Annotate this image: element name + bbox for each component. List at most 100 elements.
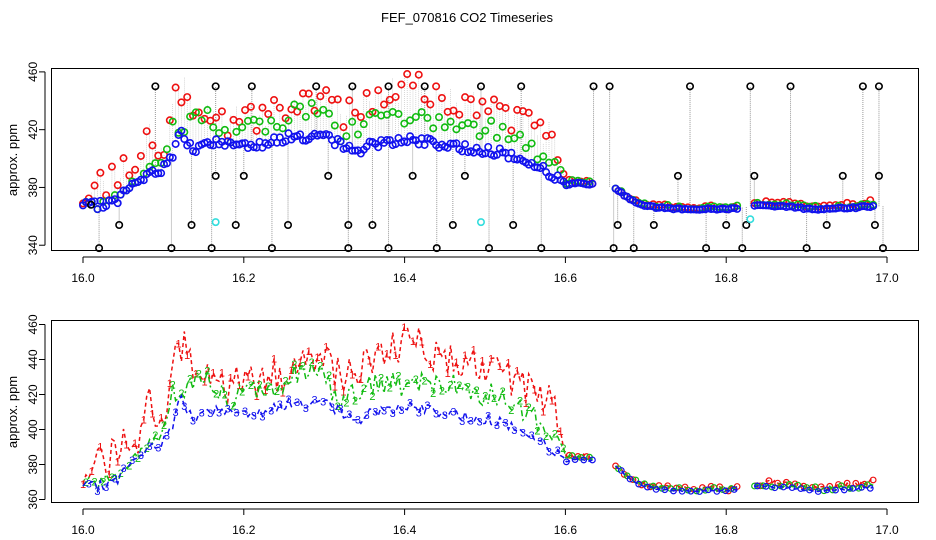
series-3-glyph: 3: [277, 399, 283, 411]
calibration-point: [870, 221, 879, 230]
calibration-point: [609, 244, 618, 253]
series-2-glyph: 2: [474, 385, 480, 397]
series-1-point: [246, 102, 255, 111]
series-3-marker: [788, 484, 796, 492]
series-3-marker: [687, 487, 695, 495]
series-1-point: [206, 116, 215, 125]
series-3-glyph: 3: [268, 405, 274, 417]
series-2-glyph: 2: [196, 369, 202, 381]
series-3-glyph: 3: [398, 405, 404, 417]
series-2-point: [168, 117, 177, 126]
series-3-point: [191, 148, 200, 157]
series-3-marker: [635, 480, 643, 488]
series-1-glyph: 1: [89, 466, 95, 478]
series-1-glyph: 1: [80, 479, 86, 491]
series-1-glyph: 1: [384, 349, 390, 361]
series-1-point: [397, 80, 406, 89]
series-1-point: [96, 168, 105, 177]
series-3-glyph: 3: [190, 416, 196, 428]
panel-top-y-axis-label: approx. ppm: [5, 124, 20, 196]
series-1-glyph: 1: [453, 357, 459, 369]
series-2-point: [278, 124, 287, 133]
series-1-glyph: 1: [106, 469, 112, 481]
series-2-glyph: 2: [482, 391, 488, 403]
series-3-glyph: 3: [173, 407, 179, 419]
series-3-glyph: 3: [450, 407, 456, 419]
series-2-glyph: 2: [300, 361, 306, 373]
series-3-glyph: 3: [364, 410, 370, 422]
series-3-glyph: 3: [355, 415, 361, 427]
series-2-glyph: 2: [491, 393, 497, 405]
series-1-point: [455, 110, 464, 119]
series-3-glyph: 3: [164, 430, 170, 442]
series-3-point: [336, 137, 345, 146]
calibration-point: [207, 244, 216, 253]
x-tick-label: 16.8: [715, 523, 739, 537]
series-3-marker: [580, 456, 588, 464]
series-3-point: [180, 135, 189, 144]
series-1-glyph: 1: [323, 342, 329, 354]
series-3-marker: [797, 485, 805, 493]
series-2-glyph: 2: [404, 378, 410, 390]
series-3-glyph: 3: [529, 430, 535, 442]
series-3-marker: [753, 482, 761, 490]
series-2-glyph: 2: [500, 386, 506, 398]
series-2-glyph: 2: [248, 380, 254, 392]
series-1-point: [356, 112, 365, 121]
series-3-glyph: 3: [338, 404, 344, 416]
series-3-glyph: 3: [311, 394, 317, 406]
calibration-point: [673, 171, 682, 180]
series-3-point: [382, 136, 391, 145]
series-2-glyph: 2: [534, 425, 540, 437]
calibration-point: [167, 244, 176, 253]
series-2-glyph: 2: [352, 396, 358, 408]
series-1-point: [217, 107, 226, 116]
calibration-point: [368, 221, 377, 230]
panel-top-frame: [51, 68, 919, 251]
series-2-glyph: 2: [552, 429, 558, 441]
cyan-point: [746, 215, 755, 224]
series-2-point: [429, 124, 438, 133]
series-1-glyph: 1: [184, 350, 190, 362]
series-2-point: [238, 123, 247, 132]
series-1-glyph: 1: [306, 346, 312, 358]
calibration-point: [629, 244, 638, 253]
series-3-glyph: 3: [433, 408, 439, 420]
panel-bottom-y-axis-label: approx. ppm: [5, 376, 20, 448]
series-1-point: [183, 93, 192, 102]
series-2-point: [203, 106, 212, 115]
calibration-point: [878, 244, 887, 253]
series-3-glyph: 3: [259, 411, 265, 423]
series-2-point: [394, 109, 403, 118]
series-2-glyph: 2: [439, 386, 445, 398]
series-3-glyph: 3: [147, 441, 153, 453]
series-1-glyph: 1: [523, 398, 529, 410]
series-2-point: [325, 109, 334, 118]
x-tick-label: 17.0: [875, 271, 899, 285]
series-2-glyph: 2: [213, 388, 219, 400]
calibration-point: [649, 221, 658, 230]
series-3-glyph: 3: [442, 410, 448, 422]
series-2-point: [446, 117, 455, 126]
series-1-glyph: 1: [401, 322, 407, 334]
series-2-glyph: 2: [222, 390, 228, 402]
series-2-point: [510, 134, 519, 143]
series-2-marker: [811, 483, 819, 491]
series-2-glyph: 2: [256, 380, 262, 392]
series-3-marker: [840, 486, 848, 494]
series-3-point: [139, 176, 148, 185]
calibration-point: [613, 221, 622, 230]
calibration-point: [239, 171, 248, 180]
series-3-glyph: 3: [546, 446, 552, 458]
series-1-point: [119, 154, 128, 163]
series-2-point: [539, 152, 548, 161]
series-1-point: [478, 97, 487, 106]
series-1-point: [536, 118, 545, 127]
series-3-point: [374, 143, 383, 152]
series-3-marker: [562, 458, 570, 466]
x-tick-label: 16.6: [554, 523, 578, 537]
series-1-glyph: 1: [366, 355, 372, 367]
series-2-point: [417, 108, 426, 117]
calibration-point: [344, 221, 353, 230]
